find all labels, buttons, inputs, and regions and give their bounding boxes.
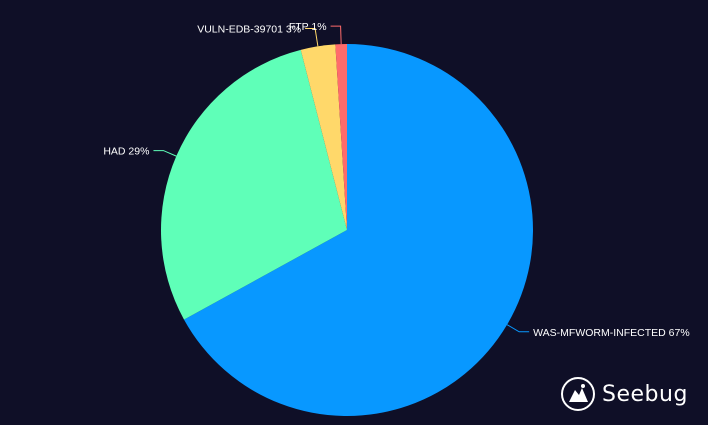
leader-line-was-mfworm-infected [506,324,530,333]
slice-labels: WAS-MFWORM-INFECTED 67% HAD 29% VULN-EDB-3… [103,21,689,339]
pie-slice-was-mfworm-infected [184,44,533,416]
seebug-logo-icon [561,377,595,411]
leader-line-ftp [330,25,342,45]
pie-slice-had [161,49,347,320]
slice-label-vuln-edb-39701: VULN-EDB-39701 3% [197,24,301,36]
slice-label-was-mfworm-infected: WAS-MFWORM-INFECTED 67% [533,327,690,339]
leader-line-vuln-edb-39701 [305,28,319,47]
slice-label-ftp: FTP 1% [289,21,327,33]
pie-slice-ftp [335,44,347,230]
label-leader-lines [153,25,530,333]
slice-label-had: HAD 29% [103,146,149,158]
watermark-text: Seebug [602,381,688,407]
pie-slices [161,44,533,416]
pie-slice-vuln-edb-39701 [300,44,347,230]
seebug-watermark: Seebug [560,376,688,412]
leader-line-had [153,150,177,157]
